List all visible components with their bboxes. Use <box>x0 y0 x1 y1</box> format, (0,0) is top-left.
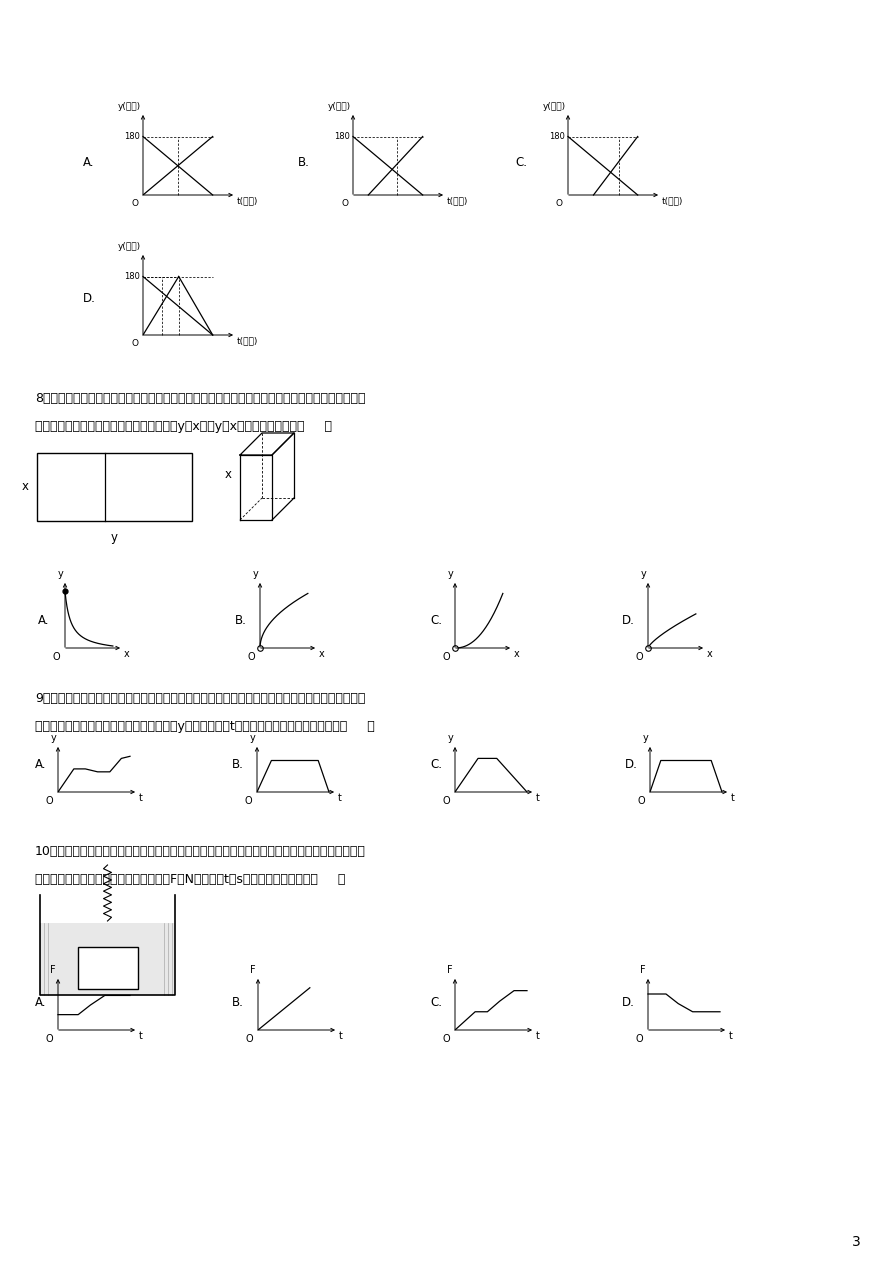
Text: O: O <box>442 652 450 663</box>
Text: y: y <box>640 569 646 579</box>
Text: O: O <box>442 796 450 806</box>
Text: y: y <box>447 569 453 579</box>
Text: D.: D. <box>625 758 638 771</box>
Text: y: y <box>249 733 255 743</box>
Text: F: F <box>448 965 453 976</box>
Text: 180: 180 <box>124 133 140 141</box>
Text: O: O <box>45 796 53 806</box>
Text: t: t <box>536 793 540 803</box>
Text: y(千米): y(千米) <box>543 102 566 111</box>
Text: y(千米): y(千米) <box>328 102 351 111</box>
Text: y: y <box>642 733 648 743</box>
Text: 刚好能组成立方体。设矩形的长和宽分别为y和x，则y与x的函数图象大致是（     ）: 刚好能组成立方体。设矩形的长和宽分别为y和x，则y与x的函数图象大致是（ ） <box>35 420 332 433</box>
Text: O: O <box>131 339 138 348</box>
Text: 180: 180 <box>334 133 350 141</box>
Text: F: F <box>251 965 256 976</box>
Text: t: t <box>339 1031 343 1041</box>
Text: O: O <box>53 652 60 663</box>
Text: t: t <box>536 1031 540 1041</box>
Bar <box>40 923 175 994</box>
Text: O: O <box>635 1034 643 1044</box>
Text: t(小时): t(小时) <box>447 196 468 204</box>
Text: x: x <box>225 468 232 481</box>
Text: C.: C. <box>430 997 442 1010</box>
Text: x: x <box>22 481 29 493</box>
Text: 在空中（不计空气阻力），弹簧称的读数F（N）与时间t（s）的函数图象大致是（     ）: 在空中（不计空气阻力），弹簧称的读数F（N）与时间t（s）的函数图象大致是（ ） <box>35 873 345 886</box>
Text: A.: A. <box>83 155 95 169</box>
Text: O: O <box>247 652 255 663</box>
Text: A.: A. <box>38 613 49 626</box>
Text: y(千米): y(千米) <box>118 242 141 251</box>
Text: O: O <box>341 199 348 208</box>
Text: 3: 3 <box>852 1235 861 1249</box>
Text: C.: C. <box>515 155 527 169</box>
Text: y: y <box>57 569 63 579</box>
Text: O: O <box>556 199 563 208</box>
Text: 10．如图，挂在弹簧称上的长方体铁块浸没在水中，提着弹簧称匀速上移，直至铁块浮出水面停留: 10．如图，挂在弹簧称上的长方体铁块浸没在水中，提着弹簧称匀速上移，直至铁块浮出… <box>35 846 366 858</box>
Bar <box>78 946 137 989</box>
Text: B.: B. <box>232 758 244 771</box>
Text: O: O <box>45 1034 53 1044</box>
Text: t(小时): t(小时) <box>662 196 683 204</box>
Text: 180: 180 <box>549 133 565 141</box>
Text: O: O <box>635 652 643 663</box>
Bar <box>37 453 192 521</box>
Text: t: t <box>139 793 143 803</box>
Text: 8．如图，在矩形中截取两个相同的正方形作为立方体的上下底面，剩余的矩形作为立方体的侧面，: 8．如图，在矩形中截取两个相同的正方形作为立方体的上下底面，剩余的矩形作为立方体… <box>35 392 366 405</box>
Text: F: F <box>640 965 646 976</box>
Text: y: y <box>50 733 56 743</box>
Text: y: y <box>447 733 453 743</box>
Text: y(千米): y(千米) <box>118 102 141 111</box>
Text: B.: B. <box>298 155 310 169</box>
Text: t: t <box>139 1031 143 1041</box>
Text: O: O <box>131 199 138 208</box>
Text: B.: B. <box>232 997 244 1010</box>
Text: t(小时): t(小时) <box>237 336 259 345</box>
Text: y: y <box>111 531 118 544</box>
Text: F: F <box>50 965 56 976</box>
Text: x: x <box>514 649 520 659</box>
Text: t: t <box>729 1031 733 1041</box>
Text: x: x <box>707 649 713 659</box>
Text: O: O <box>442 1034 450 1044</box>
Text: t(小时): t(小时) <box>237 196 259 204</box>
Text: 9．小张的爷爷每天坚持体育锻炼，星期天爷爷从家里跑步到公园，打了一会太极拳，然后沿原路慢: 9．小张的爷爷每天坚持体育锻炼，星期天爷爷从家里跑步到公园，打了一会太极拳，然后… <box>35 692 366 705</box>
Text: D.: D. <box>83 292 95 304</box>
Text: 步走到家，下面能反映当天爷爷离家的距离y（米）与时间t（分钟）之间关系的大致图象是（     ）: 步走到家，下面能反映当天爷爷离家的距离y（米）与时间t（分钟）之间关系的大致图象… <box>35 721 375 733</box>
Text: D.: D. <box>622 997 635 1010</box>
Text: x: x <box>319 649 325 659</box>
Text: t: t <box>338 793 342 803</box>
Text: x: x <box>124 649 129 659</box>
Text: C.: C. <box>430 613 442 626</box>
Text: y: y <box>252 569 258 579</box>
Text: O: O <box>244 796 252 806</box>
Text: t: t <box>731 793 735 803</box>
Text: O: O <box>245 1034 253 1044</box>
Text: 180: 180 <box>124 273 140 281</box>
Text: A.: A. <box>35 997 46 1010</box>
Text: B.: B. <box>235 613 247 626</box>
Text: O: O <box>638 796 645 806</box>
Text: C.: C. <box>430 758 442 771</box>
Text: D.: D. <box>622 613 635 626</box>
Text: A.: A. <box>35 758 46 771</box>
